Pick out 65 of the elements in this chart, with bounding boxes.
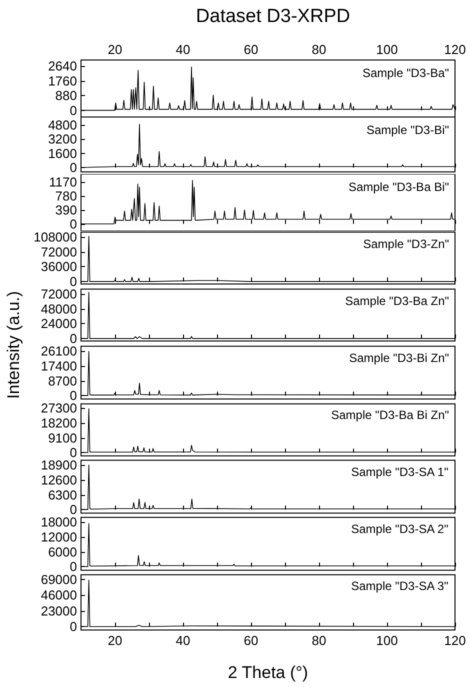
y-tick-label: 0: [70, 502, 77, 518]
y-tick-label: 9100: [48, 430, 77, 446]
x2-tick-label: 60: [244, 42, 258, 57]
y-tick-label: 8700: [48, 373, 77, 388]
y-tick-label: 0: [70, 102, 77, 118]
y-tick-label: 108000: [34, 230, 77, 245]
chart-title: Dataset D3-XRPD: [196, 6, 350, 27]
x2-tick-label: 100: [376, 42, 398, 57]
x-tick-label: 80: [312, 633, 326, 648]
x-tick-label: 20: [108, 633, 122, 648]
annotation: Sample "D3-SA 1": [351, 465, 448, 479]
y-tick-label: 24000: [40, 316, 77, 332]
x2-tick-label: 120: [444, 42, 466, 57]
annotation: Sample "D3-Ba Bi Zn": [331, 408, 450, 422]
x-tick-label: 60: [244, 633, 258, 648]
y-tick-label: 0: [70, 274, 77, 290]
y-tick-label: 0: [70, 619, 77, 634]
y-tick-label: 72000: [40, 286, 77, 302]
x-tick-label: 120: [444, 633, 466, 648]
y-tick-label: 72000: [40, 244, 77, 260]
annotation: Sample "D3-SA 3": [351, 579, 448, 593]
annotation: Sample "D3-Bi": [366, 123, 449, 137]
annotation: Sample "D3-Zn": [363, 237, 450, 251]
x2-tick-label: 80: [312, 42, 326, 57]
annotation: Sample "D3-Ba": [362, 66, 450, 80]
y-tick-label: 0: [70, 388, 77, 404]
x-axis-title: 2 Theta (°): [228, 663, 308, 682]
x-tick-label: 100: [376, 633, 398, 648]
y-tick-label: 23000: [40, 603, 77, 618]
y-tick-label: 0: [70, 445, 77, 460]
x2-tick-label: 40: [176, 42, 190, 57]
y-tick-label: 2640: [48, 58, 77, 74]
y-tick-label: 18200: [40, 416, 77, 431]
y-tick-label: 390: [55, 202, 77, 218]
y-tick-label: 26100: [40, 344, 77, 359]
annotation: Sample "D3-Ba Bi": [348, 180, 450, 194]
annotation: Sample "D3-Ba Zn": [345, 294, 450, 308]
y-tick-label: 3200: [48, 132, 77, 147]
y-tick-label: 1760: [48, 73, 77, 88]
annotation: Sample "D3-Bi Zn": [349, 351, 450, 365]
y-tick-label: 1600: [48, 146, 77, 161]
y-tick-label: 0: [70, 331, 77, 346]
y-tick-label: 12000: [40, 530, 77, 545]
y-tick-label: 0: [70, 216, 77, 232]
x2-tick-label: 20: [108, 42, 122, 57]
y-tick-label: 0: [70, 559, 77, 574]
y-tick-label: 4800: [48, 117, 77, 132]
y-tick-label: 36000: [40, 259, 77, 274]
y-tick-label: 69000: [40, 572, 77, 587]
x-tick-label: 40: [176, 633, 190, 648]
y-tick-label: 780: [55, 188, 77, 204]
y-tick-label: 46000: [40, 588, 77, 603]
y-tick-label: 12600: [40, 472, 77, 488]
y-tick-label: 17400: [40, 358, 77, 374]
y-tick-label: 880: [55, 88, 77, 104]
y-tick-label: 6000: [48, 544, 77, 560]
y-tick-label: 0: [70, 160, 77, 175]
y-tick-label: 27300: [40, 400, 77, 416]
y-tick-label: 6300: [48, 487, 77, 502]
annotation: Sample "D3-SA 2": [351, 522, 448, 536]
y-tick-label: 18900: [40, 458, 77, 473]
y-tick-label: 18000: [40, 514, 77, 530]
y-tick-label: 48000: [40, 301, 77, 316]
y-tick-label: 1170: [49, 174, 77, 190]
y-axis-title: Intensity (a.u.): [4, 291, 24, 399]
